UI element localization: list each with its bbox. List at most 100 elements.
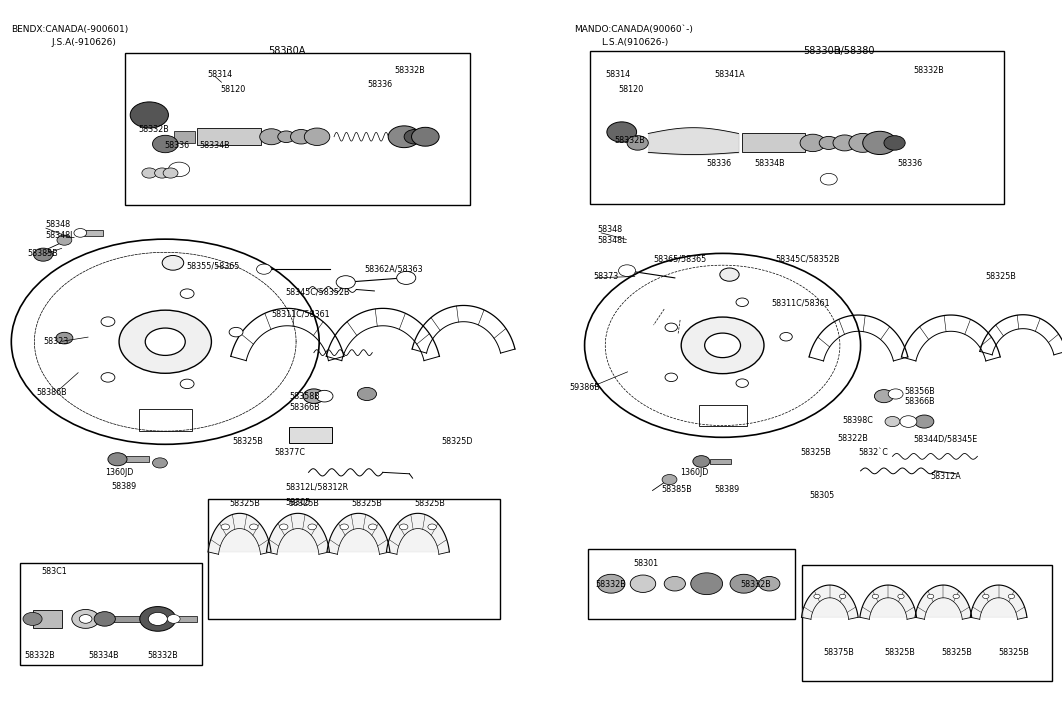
Text: 58312A: 58312A xyxy=(931,473,961,481)
Circle shape xyxy=(152,458,167,468)
Circle shape xyxy=(915,415,934,428)
Text: 58375B: 58375B xyxy=(824,648,855,656)
Text: 58336: 58336 xyxy=(164,140,189,150)
Circle shape xyxy=(221,524,230,530)
Text: BENDX:CANADA(-900601): BENDX:CANADA(-900601) xyxy=(12,25,129,34)
Circle shape xyxy=(800,134,826,152)
Polygon shape xyxy=(971,585,1027,617)
Polygon shape xyxy=(802,585,858,617)
Circle shape xyxy=(181,289,195,298)
Circle shape xyxy=(303,389,324,403)
Circle shape xyxy=(259,129,283,145)
Text: 58325B: 58325B xyxy=(985,272,1016,281)
Text: 58120: 58120 xyxy=(220,86,246,95)
Circle shape xyxy=(316,390,333,402)
Circle shape xyxy=(141,168,156,178)
Circle shape xyxy=(80,614,92,623)
Circle shape xyxy=(146,328,185,356)
Circle shape xyxy=(665,373,677,382)
Text: 58325B: 58325B xyxy=(884,648,915,656)
Text: 58325B: 58325B xyxy=(229,499,259,508)
Text: 58345C/58352B: 58345C/58352B xyxy=(776,254,840,263)
Circle shape xyxy=(148,612,167,625)
Text: 58325B: 58325B xyxy=(998,648,1029,656)
Bar xyxy=(590,52,1003,204)
Polygon shape xyxy=(860,585,916,617)
Text: 58332B: 58332B xyxy=(614,135,645,145)
Text: 58312L/58312R: 58312L/58312R xyxy=(285,482,349,491)
Circle shape xyxy=(863,132,897,155)
Circle shape xyxy=(411,127,439,146)
Circle shape xyxy=(982,594,989,598)
Text: 58325B: 58325B xyxy=(941,648,973,656)
Circle shape xyxy=(759,577,780,591)
Circle shape xyxy=(154,168,169,178)
Circle shape xyxy=(280,524,288,530)
Circle shape xyxy=(369,524,377,530)
Bar xyxy=(170,616,197,622)
Text: 1360JD: 1360JD xyxy=(680,468,709,477)
Circle shape xyxy=(833,135,857,151)
Circle shape xyxy=(597,574,625,593)
Bar xyxy=(173,131,195,142)
Text: 58398C: 58398C xyxy=(843,416,874,425)
Circle shape xyxy=(340,524,349,530)
Text: 58348L: 58348L xyxy=(46,230,74,240)
Text: 58330A: 58330A xyxy=(269,46,306,56)
Circle shape xyxy=(705,333,741,358)
Bar xyxy=(20,563,202,664)
Polygon shape xyxy=(387,513,450,552)
Text: 58334B: 58334B xyxy=(89,651,119,659)
Circle shape xyxy=(230,327,243,337)
Circle shape xyxy=(736,379,748,387)
Circle shape xyxy=(56,332,73,344)
Circle shape xyxy=(954,594,960,598)
Circle shape xyxy=(34,248,53,261)
Text: 58389: 58389 xyxy=(112,482,136,491)
Text: 58366B: 58366B xyxy=(289,403,320,411)
Text: 5832`C: 5832`C xyxy=(859,448,889,457)
Circle shape xyxy=(691,573,723,595)
Polygon shape xyxy=(915,585,972,617)
Circle shape xyxy=(357,387,376,401)
Text: 58341A: 58341A xyxy=(714,71,745,79)
Circle shape xyxy=(74,228,87,237)
Circle shape xyxy=(72,609,100,628)
Text: 58348: 58348 xyxy=(597,225,623,235)
Text: 58355/58365: 58355/58365 xyxy=(186,261,240,270)
Circle shape xyxy=(428,524,437,530)
Text: 58325D: 58325D xyxy=(441,437,473,446)
Circle shape xyxy=(780,332,792,341)
Text: 58325B: 58325B xyxy=(232,437,263,446)
Circle shape xyxy=(388,126,420,148)
Circle shape xyxy=(898,594,905,598)
Text: 58336: 58336 xyxy=(898,159,923,169)
Text: 58332B: 58332B xyxy=(914,66,944,75)
Text: 58358B: 58358B xyxy=(289,392,320,401)
Text: 58334B: 58334B xyxy=(755,159,786,169)
Bar xyxy=(289,427,332,443)
Circle shape xyxy=(130,102,168,128)
Circle shape xyxy=(139,606,175,631)
Text: 58311C/58361: 58311C/58361 xyxy=(271,310,330,318)
Circle shape xyxy=(101,373,115,382)
Circle shape xyxy=(1008,594,1014,598)
Text: 58336: 58336 xyxy=(367,81,392,89)
Text: 58386B: 58386B xyxy=(37,388,67,397)
Circle shape xyxy=(720,268,739,281)
Text: 58323: 58323 xyxy=(44,337,68,346)
Circle shape xyxy=(875,390,894,403)
Circle shape xyxy=(821,174,838,185)
Text: 58332B: 58332B xyxy=(595,579,626,589)
Circle shape xyxy=(820,137,839,150)
Circle shape xyxy=(163,168,178,178)
Bar xyxy=(742,134,806,153)
Text: 58362A/58363: 58362A/58363 xyxy=(365,265,423,273)
Circle shape xyxy=(607,122,637,142)
Circle shape xyxy=(308,524,317,530)
Circle shape xyxy=(889,389,904,399)
Circle shape xyxy=(336,276,355,289)
Circle shape xyxy=(814,594,821,598)
Circle shape xyxy=(57,235,72,245)
Text: 58120: 58120 xyxy=(619,86,644,95)
